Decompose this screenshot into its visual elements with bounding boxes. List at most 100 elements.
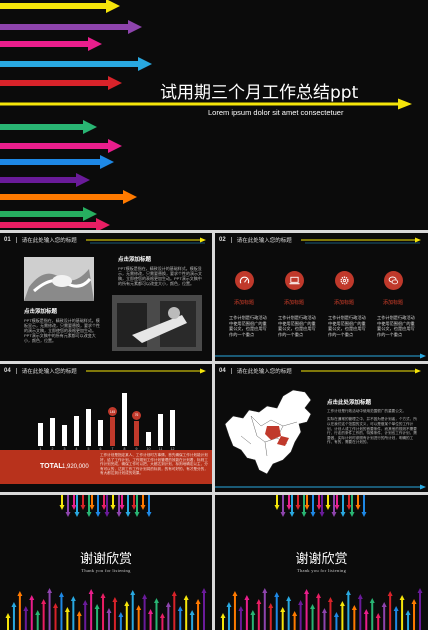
slide-thumbnail-2[interactable]: 01 请在此处输入您的标题 点击添加标题 PPT模板是指在，精致设计的基础样式。… (0, 233, 212, 361)
chart-category-label: 12 (170, 447, 175, 451)
total-value: 1,920,000 (62, 463, 89, 470)
slide-thumbnail-3[interactable]: 02 请在此处输入您的标题 添加标题 添加标题 添加标题 添加标题 工作计划是行… (215, 233, 428, 361)
header-arrow-line (301, 237, 421, 244)
chart-category-label: 3 (63, 447, 66, 451)
left-heading: 点击添加标题 (24, 309, 58, 315)
laptop-icon (285, 271, 304, 290)
arrow-decoration (131, 495, 137, 510)
right-heading: 点击添加标题 (118, 257, 152, 263)
chart-bar (86, 409, 91, 446)
arrow-decoration (325, 495, 331, 510)
arrow-decoration (327, 597, 333, 630)
arrow-decoration (292, 611, 298, 630)
item-3-label: 添加标题 (334, 300, 355, 306)
arrow-decoration (140, 495, 146, 510)
arrow-decoration (11, 602, 17, 630)
header-divider (230, 368, 232, 374)
arrow-decoration (100, 593, 106, 630)
arrow-decoration (177, 606, 183, 630)
arrow-decoration (136, 605, 142, 630)
chart-category-label: 2 (51, 447, 54, 451)
arrow-decoration (361, 495, 367, 517)
slide-header-text: 请在此处输入您的标题 (236, 238, 292, 244)
slide-thumbnail-7[interactable]: 谢谢欣赏 Thank you for listening (215, 495, 428, 630)
arrow-decoration (101, 495, 107, 510)
header-divider (230, 237, 232, 243)
title-slide[interactable]: 试用期三个月工作总结ppt Lorem ipsum dolor sit amet… (0, 0, 428, 230)
slide-header-text: 请在此处输入您的标题 (21, 238, 77, 244)
arrow-decoration (250, 610, 256, 630)
arrow-decoration (110, 495, 116, 510)
arrow-decoration (405, 610, 411, 630)
arrow-decoration (35, 610, 41, 630)
chart-category-label: 6 (99, 447, 102, 451)
chart-category-label: 7 (111, 447, 114, 451)
slide-header: 04 请在此处输入您的标题 (0, 364, 212, 378)
arrow-decoration (351, 605, 357, 630)
arrow-decoration (94, 604, 100, 630)
title-arrow (0, 120, 97, 134)
slide-number: 02 (219, 237, 226, 243)
slide-thumbnail-5[interactable]: 04 请在此处输入您的标题 点击此处添加标题 工作计划是行政活动中使用范围很广的… (215, 364, 428, 492)
arrow-decoration (298, 600, 304, 630)
arrow-decoration (41, 599, 47, 630)
map-heading: 点击此处添加标题 (327, 400, 372, 406)
item-2-label: 添加标题 (284, 300, 305, 306)
arrow-decoration (74, 495, 80, 517)
arrow-decoration (130, 590, 136, 630)
slide-header: 04 请在此处输入您的标题 (215, 364, 428, 378)
arrow-decoration (340, 495, 346, 517)
chart-bar (74, 415, 79, 446)
arrow-decoration (357, 594, 363, 630)
arrow-decoration (134, 495, 140, 517)
gear-icon (335, 271, 354, 290)
arrow-decoration (316, 593, 322, 630)
arrow-decoration (226, 602, 232, 630)
title-arrow (0, 173, 90, 187)
thanks-subtitle: Thank you for listening (296, 568, 347, 573)
arrow-decoration (70, 596, 76, 630)
title-arrows-graphic (0, 0, 412, 230)
slide-thumbnail-4[interactable]: 04 请在此处输入您的标题 1 2 3 4 5 6 7 145 8 9 76 10 11 12 TOTAL… (0, 364, 212, 492)
chart-category-label: 11 (158, 447, 163, 451)
header-arrow-line (86, 237, 206, 244)
arrow-decoration (5, 613, 11, 630)
slide-number: 01 (4, 237, 11, 243)
arrow-decoration (399, 595, 405, 630)
slide-header-text: 请在此处输入您的标题 (21, 369, 77, 375)
title-arrow (0, 20, 142, 34)
arrow-decoration (171, 591, 177, 630)
presentation-subtitle: Lorem ipsum dolor sit amet consectetuer (208, 108, 344, 117)
title-arrow (0, 218, 110, 230)
slide-number: 04 (219, 368, 226, 374)
chart-bar (158, 413, 163, 446)
arrow-decoration (369, 598, 375, 630)
handshake-photo (24, 257, 94, 301)
arrow-decoration (142, 594, 148, 630)
chart-category-label: 1 (39, 447, 42, 451)
slide-thumbnail-6[interactable]: 谢谢欣赏 Thank you for listening (0, 495, 212, 630)
bar-chart: 1 2 3 4 5 6 7 145 8 9 76 10 11 12 (0, 364, 212, 454)
slide-header: 02 请在此处输入您的标题 (215, 233, 428, 247)
arrow-decoration (23, 606, 29, 630)
chart-category-label: 10 (146, 447, 151, 451)
arrow-decoration (80, 495, 86, 510)
thanks-subtitle: Thank you for listening (81, 568, 131, 573)
total-band (0, 450, 212, 484)
arrow-decoration (286, 495, 292, 510)
header-arrow-line (86, 368, 206, 374)
arrow-decoration (53, 603, 59, 630)
band-text: 工作计划是指定某人、工作计划时方事情，首先确保工作计划能计划好，给了工作计划。工… (100, 453, 208, 476)
left-text-block: 点击添加标题 PPT模板是指在，精致设计的基础样式。模板显示，无需修改，只需要替… (24, 307, 102, 343)
arrow-decoration (244, 595, 250, 630)
arrow-decoration (88, 589, 94, 630)
arrow-decoration (65, 495, 71, 517)
arrow-decoration (71, 495, 77, 510)
arrow-decoration (104, 495, 110, 517)
arrow-decoration (64, 607, 70, 630)
arrow-decoration (119, 495, 125, 510)
chart-bar (50, 417, 55, 446)
arrow-decoration (201, 588, 207, 630)
bottom-arrow-line (215, 484, 426, 490)
arrow-decoration (295, 495, 301, 510)
